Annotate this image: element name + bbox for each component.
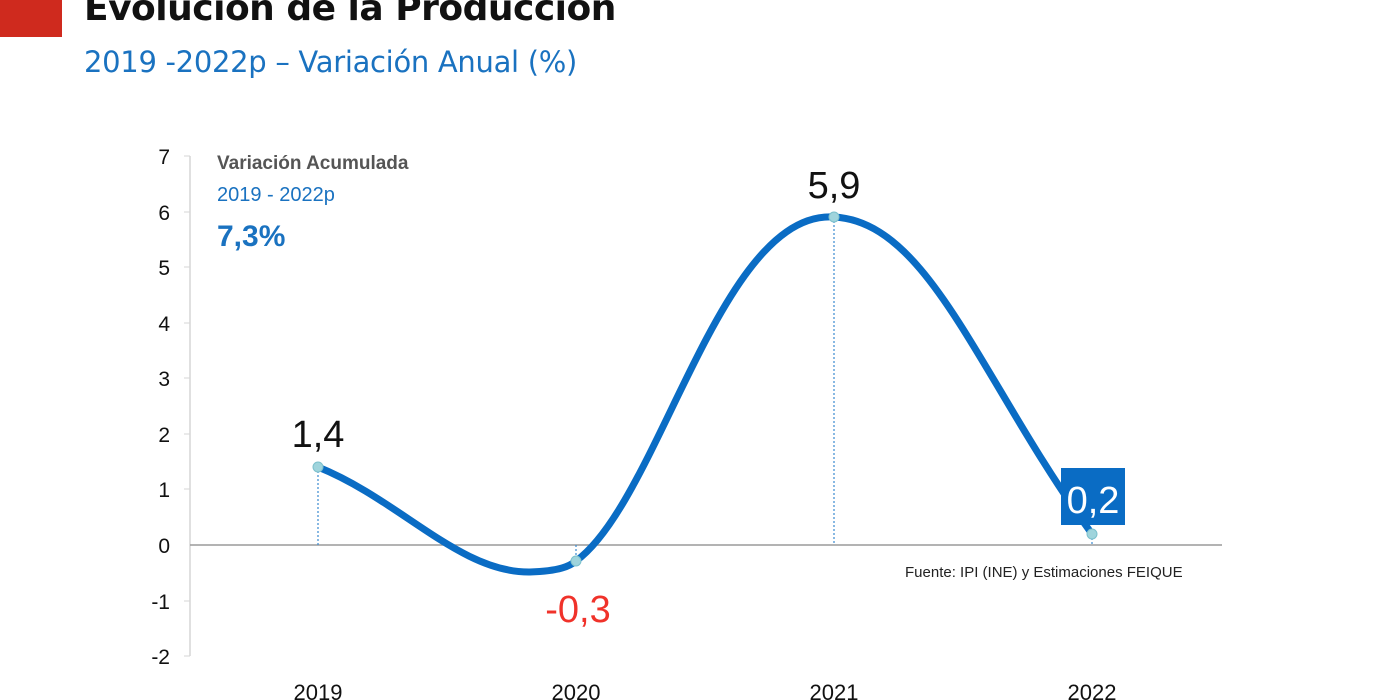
svg-text:2022: 2022 — [1068, 680, 1117, 700]
cumulative-title: Variación Acumulada — [217, 153, 409, 174]
accent-block — [0, 0, 62, 37]
highlight-box-2022 — [1061, 468, 1125, 525]
data-markers — [312, 211, 1098, 567]
svg-text:2: 2 — [158, 424, 170, 447]
source-note: Fuente: IPI (INE) y Estimaciones FEIQUE — [905, 564, 1183, 581]
svg-text:0: 0 — [158, 535, 170, 558]
svg-text:6: 6 — [158, 202, 170, 225]
svg-text:4: 4 — [158, 313, 170, 336]
cumulative-value: 7,3% — [217, 220, 286, 253]
svg-text:7: 7 — [158, 146, 170, 169]
marker-2019 — [312, 461, 324, 473]
data-label-2019: 1,4 — [292, 414, 345, 456]
production-line — [314, 213, 1096, 576]
x-axis-labels: 2019 2020 2021 2022 — [294, 680, 1117, 700]
marker-2022 — [1086, 528, 1098, 540]
data-label-2022: 0,2 — [1067, 480, 1120, 522]
chart-subtitle: 2019 -2022p – Variación Anual (%) — [84, 45, 578, 79]
data-label-2020: -0,3 — [545, 589, 610, 631]
marker-2021 — [828, 211, 840, 223]
data-label-2021: 5,9 — [808, 165, 861, 207]
marker-2020 — [570, 555, 582, 567]
y-axis-ticks — [184, 155, 190, 657]
svg-text:-1: -1 — [151, 591, 170, 614]
svg-text:2019: 2019 — [294, 680, 343, 700]
svg-text:2021: 2021 — [810, 680, 859, 700]
drop-lines — [317, 217, 1093, 561]
svg-text:3: 3 — [158, 368, 170, 391]
cumulative-range: 2019 - 2022p — [217, 184, 335, 206]
chart-title: Evolución de la Producción — [84, 0, 616, 29]
svg-text:-2: -2 — [151, 646, 170, 669]
y-axis-labels: 7 6 5 4 3 2 1 0 -1 -2 — [151, 146, 170, 669]
svg-text:5: 5 — [158, 257, 170, 280]
svg-text:1: 1 — [158, 479, 170, 502]
svg-text:2020: 2020 — [552, 680, 601, 700]
